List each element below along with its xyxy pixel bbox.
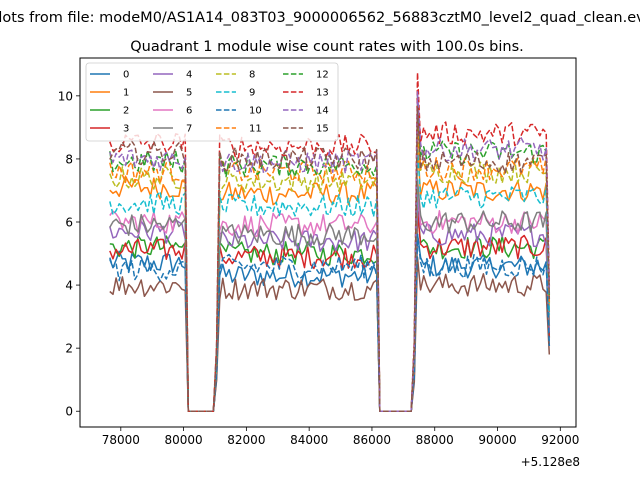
legend-label-12: 12 — [316, 70, 329, 81]
y-tick-label: 6 — [65, 216, 73, 230]
series-line-3 — [109, 210, 551, 412]
series-line-11 — [109, 114, 551, 412]
legend-label-8: 8 — [249, 70, 255, 81]
legend-label-4: 4 — [186, 70, 192, 81]
legend-label-15: 15 — [316, 124, 329, 135]
x-tick-label: 92000 — [541, 433, 579, 447]
series-line-2 — [109, 210, 551, 412]
x-axis: 78000 80000 82000 84000 86000 88000 90000 92000 — [102, 427, 579, 447]
x-tick-label: 80000 — [165, 433, 203, 447]
legend-label-11: 11 — [249, 124, 262, 135]
series-line-5 — [109, 256, 551, 412]
y-tick-label: 2 — [65, 342, 73, 356]
legend-label-13: 13 — [316, 88, 329, 99]
axes-frame — [79, 57, 577, 428]
y-axis: 0 2 4 6 8 10 — [58, 89, 80, 419]
legend-label-14: 14 — [316, 106, 329, 117]
series-line-6 — [109, 179, 551, 412]
y-tick-label: 10 — [58, 89, 73, 103]
series-line-7 — [109, 179, 551, 412]
series-line-8 — [109, 118, 551, 412]
x-tick-label: 88000 — [416, 433, 454, 447]
plot-lines — [109, 71, 551, 412]
series-line-0 — [109, 233, 551, 412]
legend-label-10: 10 — [249, 106, 262, 117]
series-line-1 — [109, 141, 551, 412]
chart-title: Quadrant 1 module wise count rates with … — [130, 39, 524, 55]
legend-box — [85, 62, 339, 142]
x-tick-label: 84000 — [290, 433, 328, 447]
x-tick-label: 90000 — [478, 433, 516, 447]
legend-label-9: 9 — [249, 88, 255, 99]
legend-label-3: 3 — [123, 124, 129, 135]
x-tick-label: 78000 — [102, 433, 140, 447]
legend-label-0: 0 — [123, 70, 129, 81]
series-line-13 — [109, 71, 551, 412]
legend-label-1: 1 — [123, 88, 129, 99]
x-tick-label: 82000 — [227, 433, 265, 447]
series-line-9 — [109, 148, 551, 412]
y-tick-label: 8 — [65, 152, 73, 166]
legend-label-2: 2 — [123, 106, 129, 117]
legend-label-6: 6 — [186, 106, 192, 117]
y-tick-label: 4 — [65, 279, 73, 293]
series-line-15 — [109, 106, 551, 412]
legend-label-5: 5 — [186, 88, 192, 99]
x-offset-label: +5.128e8 — [521, 455, 580, 469]
series-line-10 — [109, 233, 551, 412]
chart-suptitle: Plots from file: modeM0/AS1A14_083T03_90… — [0, 10, 640, 26]
y-tick-label: 0 — [65, 405, 73, 419]
series-line-4 — [109, 195, 551, 412]
x-tick-label: 86000 — [353, 433, 391, 447]
legend-label-7: 7 — [186, 124, 192, 135]
